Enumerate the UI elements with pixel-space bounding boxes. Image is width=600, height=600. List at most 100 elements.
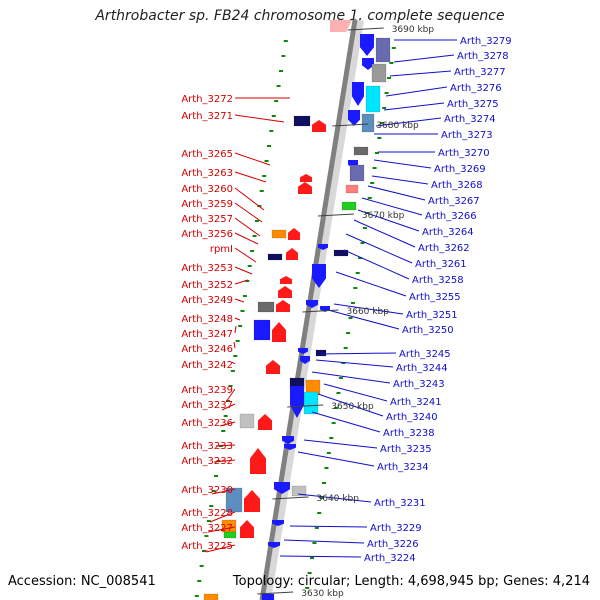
gene-label-left: Arth_3257 <box>181 214 233 225</box>
kbp-label: 3650 kbp <box>331 402 374 412</box>
gene-label-left: Arth_3247 <box>181 329 233 340</box>
tick-mark-right <box>343 347 348 349</box>
tick-mark-right <box>319 497 324 499</box>
leader-line-right <box>367 185 426 201</box>
tick-mark-left <box>209 505 214 507</box>
gene-label-right: Arth_3267 <box>428 196 480 207</box>
gene-arrow <box>352 82 364 106</box>
tick-mark-left <box>266 145 271 147</box>
leader-line-left <box>234 298 245 303</box>
leader-line-left <box>231 361 236 365</box>
tick-mark-right <box>379 122 384 124</box>
gene-arrow <box>348 110 360 126</box>
leader-line-left <box>213 459 236 463</box>
tick-mark-left <box>238 325 243 327</box>
leader-line-left <box>234 114 285 123</box>
leader-line-left <box>234 202 263 223</box>
gene-arrow <box>288 228 300 240</box>
gene-label-right: Arth_3241 <box>390 397 442 408</box>
tick-mark-right <box>336 392 341 394</box>
gene-label-right: Arth_3270 <box>438 148 490 159</box>
tick-mark-left <box>228 385 233 387</box>
tick-mark-right <box>314 527 319 529</box>
gene-label-left: Arth_3233 <box>181 441 233 452</box>
tick-mark-left <box>259 190 264 192</box>
kbp-tick <box>317 213 354 217</box>
tick-mark-left <box>197 580 202 582</box>
leader-line-right <box>345 233 413 264</box>
leader-line-right <box>323 383 388 402</box>
leader-line-right <box>393 54 455 63</box>
leader-line-right <box>371 175 429 185</box>
tick-mark-left <box>281 55 286 57</box>
gene-box <box>267 253 283 261</box>
gene-label-right: Arth_3276 <box>450 83 502 94</box>
gene-box <box>315 349 327 357</box>
gene-label-right: Arth_3245 <box>399 349 451 360</box>
kbp-label: 3680 kbp <box>376 121 419 131</box>
gene-arrow <box>298 348 308 354</box>
kbp-tick <box>257 591 294 595</box>
backbone-top-highlight <box>330 20 352 32</box>
gene-box <box>223 531 237 539</box>
tick-mark-right <box>353 287 358 289</box>
leader-line-right <box>327 309 400 330</box>
gene-label-right: Arth_3243 <box>393 379 445 390</box>
leader-line-right <box>373 159 432 169</box>
gene-arrow <box>258 414 272 430</box>
tick-mark-right <box>305 587 310 589</box>
tick-mark-right <box>307 572 312 574</box>
tick-mark-left <box>247 265 252 267</box>
tick-mark-right <box>370 182 375 184</box>
gene-box <box>371 63 387 83</box>
tick-mark-left <box>194 595 199 597</box>
gene-arrow <box>286 248 298 260</box>
gene-label-right: Arth_3240 <box>386 412 438 423</box>
leader-line-left <box>234 152 271 166</box>
gene-box <box>365 85 381 113</box>
accession-text: Accession: NC_008541 <box>8 574 156 589</box>
leader-line-right <box>335 271 407 297</box>
leader-line-left <box>234 171 267 183</box>
leader-line-right <box>343 249 410 280</box>
tick-mark-right <box>382 107 387 109</box>
leader-line-left <box>225 388 236 403</box>
gene-box <box>257 301 275 313</box>
leader-line-left <box>234 217 261 237</box>
gene-arrow <box>278 286 292 298</box>
kbp-tick <box>347 27 384 31</box>
gene-label-right: Arth_3266 <box>425 211 477 222</box>
tick-mark-right <box>348 317 353 319</box>
gene-arrow <box>276 300 290 312</box>
gene-box <box>349 164 365 182</box>
tick-mark-right <box>334 407 339 409</box>
tick-mark-right <box>358 257 363 259</box>
kbp-markers: 3690 kbp 3680 kbp 3670 kbp 3660 kbp 3650 kbp… <box>257 25 434 599</box>
gene-arrow <box>240 520 254 538</box>
tick-mark-left <box>221 430 226 432</box>
gene-label-left: Arth_3248 <box>181 314 233 325</box>
kbp-tick <box>302 309 339 313</box>
leader-line-right <box>375 117 442 127</box>
gene-arrow <box>362 58 374 70</box>
kbp-label: 3670 kbp <box>362 211 405 221</box>
gene-label-left: Arth_3265 <box>181 149 233 160</box>
leader-line-left <box>215 444 236 447</box>
gene-label-right: Arth_3274 <box>444 114 496 125</box>
backbone-group <box>259 19 364 600</box>
gene-label-right: Arth_3273 <box>441 130 493 141</box>
kbp-label: 3660 kbp <box>347 307 390 317</box>
gene-box <box>261 593 275 600</box>
leader-line-left <box>234 247 257 263</box>
gene-box <box>293 115 311 127</box>
gene-box <box>345 184 359 194</box>
gene-label-right: Arth_3261 <box>415 259 467 270</box>
leader-line-right <box>315 359 394 368</box>
leader-line-right <box>383 102 445 111</box>
leader-line-left <box>233 341 236 349</box>
gene-label-left: Arth_3272 <box>181 94 233 105</box>
tick-mark-left <box>283 40 288 42</box>
backbone-shadow <box>261 19 364 600</box>
tick-mark-right <box>329 437 334 439</box>
gene-label-left: Arth_3249 <box>181 295 233 306</box>
